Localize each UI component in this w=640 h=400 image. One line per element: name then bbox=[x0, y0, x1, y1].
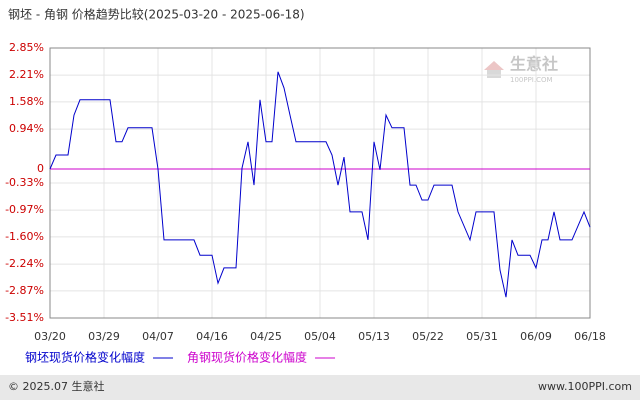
x-tick-label: 05/13 bbox=[358, 330, 390, 343]
y-tick-label: -3.51% bbox=[5, 311, 44, 324]
x-tick-label: 03/20 bbox=[34, 330, 66, 343]
x-tick-label: 05/22 bbox=[412, 330, 444, 343]
y-tick-label: 0.94% bbox=[9, 122, 44, 135]
y-tick-label: -0.33% bbox=[5, 176, 44, 189]
x-tick-label: 05/31 bbox=[466, 330, 498, 343]
legend-label: 钢坯现货价格变化幅度 bbox=[25, 350, 145, 365]
x-tick-label: 03/29 bbox=[88, 330, 120, 343]
plot-frame bbox=[49, 47, 591, 319]
x-tick-label: 04/07 bbox=[142, 330, 174, 343]
x-tick-label: 06/18 bbox=[574, 330, 606, 343]
watermark-site: 100PPI.COM bbox=[510, 76, 553, 84]
x-tick-label: 04/25 bbox=[250, 330, 282, 343]
watermark-icon-base bbox=[487, 70, 501, 78]
footer-bar bbox=[0, 375, 640, 400]
y-tick-label: -2.87% bbox=[5, 284, 44, 297]
legend-label: 角钢现货价格变化幅度 bbox=[187, 350, 307, 365]
x-tick-label: 05/04 bbox=[304, 330, 336, 343]
footer-left: © 2025.07 生意社 bbox=[8, 379, 104, 393]
x-tick-label: 06/09 bbox=[520, 330, 552, 343]
footer-right: www.100PPI.com bbox=[538, 380, 632, 393]
y-tick-label: 1.58% bbox=[9, 95, 44, 108]
y-tick-label: -2.24% bbox=[5, 257, 44, 270]
x-tick-label: 04/16 bbox=[196, 330, 228, 343]
watermark-name: 生意社 bbox=[510, 55, 558, 74]
y-tick-label: -1.60% bbox=[5, 230, 44, 243]
watermark-icon bbox=[484, 61, 504, 70]
series-line bbox=[49, 71, 591, 298]
y-tick-label: 0 bbox=[37, 162, 44, 175]
y-tick-label: -0.97% bbox=[5, 203, 44, 216]
watermark: 生意社 100PPI.COM bbox=[484, 55, 558, 84]
y-tick-label: 2.21% bbox=[9, 68, 44, 81]
chart-title: 钢坯 - 角钢 价格趋势比较(2025-03-20 - 2025-06-18) bbox=[8, 7, 305, 22]
y-tick-label: 2.85% bbox=[9, 41, 44, 54]
